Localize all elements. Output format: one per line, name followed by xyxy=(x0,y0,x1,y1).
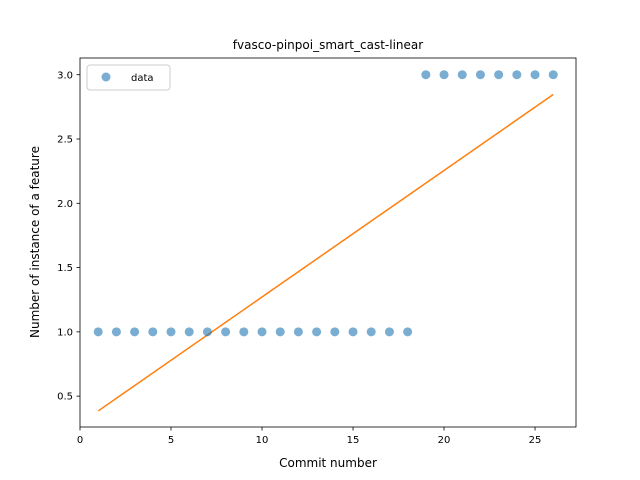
data-point xyxy=(330,327,340,337)
data-point xyxy=(239,327,249,337)
data-point xyxy=(366,327,376,337)
x-tick-label: 25 xyxy=(529,435,542,446)
data-point xyxy=(475,70,485,80)
y-tick-label: 2.0 xyxy=(57,199,73,210)
y-tick-label: 1.5 xyxy=(57,263,73,274)
chart-marks xyxy=(93,70,558,412)
x-tick-label: 10 xyxy=(256,435,269,446)
data-point xyxy=(512,70,522,80)
y-tick-label: 1.0 xyxy=(57,327,73,338)
data-point xyxy=(93,327,103,337)
legend-marker-data xyxy=(101,72,111,82)
chart-title: fvasco-pinpoi_smart_cast-linear xyxy=(233,38,423,52)
x-tick-label: 15 xyxy=(347,435,360,446)
data-point xyxy=(548,70,558,80)
data-point xyxy=(312,327,322,337)
data-point xyxy=(111,327,121,337)
x-tick-label: 0 xyxy=(77,435,83,446)
data-point xyxy=(184,327,194,337)
y-tick-label: 0.5 xyxy=(57,392,73,403)
data-point xyxy=(439,70,449,80)
data-point xyxy=(494,70,504,80)
chart-axes: 0 5 10 15 20 25 0.5 1.0 1.5 2.0 2.5 3.0 xyxy=(57,70,541,446)
x-tick-label: 5 xyxy=(168,435,174,446)
data-point xyxy=(403,327,413,337)
data-point xyxy=(257,327,267,337)
fit-line xyxy=(97,93,554,412)
data-point xyxy=(166,327,176,337)
data-point xyxy=(293,327,303,337)
y-axis-label: Number of instance of a feature xyxy=(28,146,42,338)
legend-box xyxy=(86,64,171,91)
data-point xyxy=(130,327,140,337)
data-point xyxy=(148,327,158,337)
data-point xyxy=(348,327,358,337)
data-point xyxy=(384,327,394,337)
data-point xyxy=(457,70,467,80)
data-point xyxy=(275,327,285,337)
y-tick-label: 2.5 xyxy=(57,135,73,146)
data-point xyxy=(221,327,231,337)
x-axis-label: Commit number xyxy=(279,456,377,470)
data-point xyxy=(202,327,212,337)
data-point xyxy=(421,70,431,80)
y-tick-label: 3.0 xyxy=(57,70,73,81)
legend: data xyxy=(86,64,171,91)
legend-label-data: data xyxy=(131,73,154,84)
x-tick-label: 20 xyxy=(438,435,451,446)
plot-frame xyxy=(79,57,577,428)
data-point xyxy=(530,70,540,80)
